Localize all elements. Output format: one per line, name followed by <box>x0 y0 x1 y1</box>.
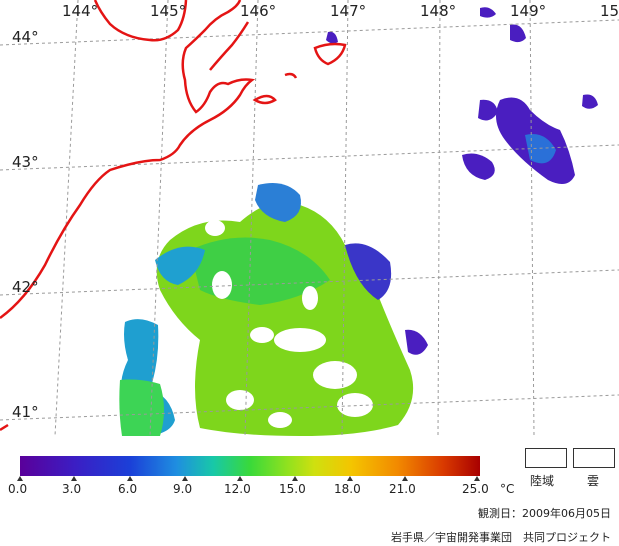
colorbar-tick <box>17 476 23 481</box>
longitude-label: 147° <box>330 2 367 20</box>
cloud-gaps <box>205 220 373 428</box>
colorbar-tick <box>237 476 243 481</box>
temperature-colorbar <box>20 456 480 476</box>
graticule <box>0 0 619 436</box>
land-legend-swatch <box>525 448 567 468</box>
colorbar-tick <box>182 476 188 481</box>
sst-cool-region <box>255 182 301 222</box>
sst-cold-patches <box>326 7 598 355</box>
observation-date: 観測日：2009年06月05日 <box>478 507 611 520</box>
colorbar-tick-label: 15.0 <box>279 482 306 496</box>
sst-west-strip-warm <box>119 379 164 436</box>
credit-line: 岩手県／宇宙開発事業団 共同プロジェクト <box>391 531 611 544</box>
colorbar-tick-label: 25.0 <box>462 482 489 496</box>
colorbar-tick-label: 9.0 <box>173 482 193 496</box>
longitude-label: 144° <box>62 2 99 20</box>
colorbar-tick <box>347 476 353 481</box>
cloud-legend-swatch <box>573 448 615 468</box>
colorbar-tick <box>402 476 408 481</box>
colorbar-tick-label: 3.0 <box>62 482 82 496</box>
longitude-label: 148° <box>420 2 457 20</box>
longitude-label: 149° <box>510 2 547 20</box>
latitude-label: 42° <box>12 278 39 296</box>
sst-warm-region <box>156 202 414 436</box>
sst-cool-region-west <box>155 246 205 285</box>
longitude-label: 145° <box>150 2 187 20</box>
longitude-label: 15 <box>600 2 619 20</box>
colorbar-tick-label: 6.0 <box>118 482 138 496</box>
coastline <box>0 0 347 432</box>
sst-east-edge <box>345 243 392 300</box>
colorbar-tick-label: 18.0 <box>334 482 361 496</box>
latitude-label: 44° <box>12 28 39 46</box>
latitude-label: 43° <box>12 153 39 171</box>
colorbar-tick <box>127 476 133 481</box>
latitude-label: 41° <box>12 403 39 421</box>
colorbar-tick <box>71 476 77 481</box>
longitude-label: 146° <box>240 2 277 20</box>
cloud-legend-label: 雲 <box>587 474 600 488</box>
colorbar-tick-label: 12.0 <box>224 482 251 496</box>
colorbar-unit: °C <box>500 482 515 496</box>
land-legend-label: 陸域 <box>530 474 555 488</box>
colorbar-tick-label: 21.0 <box>389 482 416 496</box>
colorbar-tick <box>292 476 298 481</box>
colorbar-tick <box>474 476 480 481</box>
sea-surface-temperature-map <box>0 0 619 436</box>
colorbar-tick-label: 0.0 <box>8 482 28 496</box>
